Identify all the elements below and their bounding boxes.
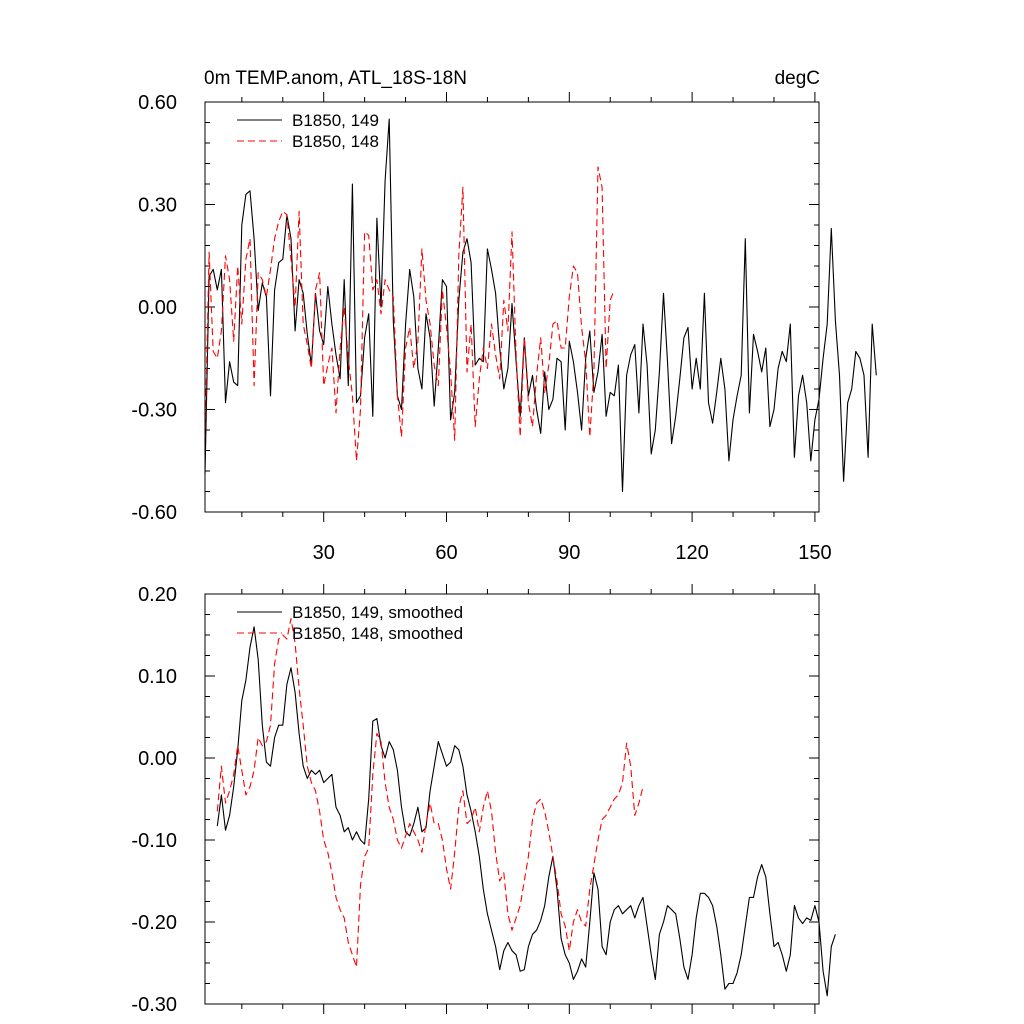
bottom-chart-y-tick-label: -0.20 [131, 912, 177, 934]
top-chart-y-tick-label: -0.30 [131, 400, 177, 422]
top-chart-legend-label-1: B1850, 149 [292, 111, 379, 130]
bottom-chart-legend: B1850, 149, smoothed B1850, 148, smoothed [237, 603, 463, 643]
top-chart-units: degC [775, 68, 820, 89]
top-chart-y-tick-label: 0.30 [138, 195, 177, 217]
top-chart-y-tick-label: 0.60 [138, 92, 177, 114]
bottom-chart-legend-label-2: B1850, 148, smoothed [292, 624, 463, 643]
top-chart-title: 0m TEMP.anom, ATL_18S-18N [204, 68, 467, 89]
bottom-chart-series-line-1 [216, 626, 836, 997]
bottom-chart-y-tick-label: -0.10 [131, 830, 177, 852]
bottom-chart-y-tick-label: 0.00 [138, 748, 177, 770]
top-chart-series [204, 118, 877, 493]
top-chart-x-tick-label: 60 [435, 542, 457, 564]
bottom-chart-legend-label-1: B1850, 149, smoothed [292, 603, 463, 622]
top-chart-legend-label-2: B1850, 148 [292, 132, 379, 151]
top-chart-x-tick-label: 30 [313, 542, 335, 564]
bottom-chart-series [216, 618, 836, 997]
top-chart-x-tick-label: 120 [675, 542, 708, 564]
top-chart-x-tick-label: 150 [798, 542, 831, 564]
bottom-chart-frame [204, 593, 820, 1005]
top-chart-y-tick-label: 0.00 [138, 297, 177, 319]
bottom-chart-ticks: -0.30 -0.20 -0.10 0.00 0.10 0.20 [131, 584, 819, 1016]
bottom-chart: -0.30 -0.20 -0.10 0.00 0.10 0.20 B1850, 149, … [131, 584, 836, 1016]
top-chart-y-tick-label: -0.60 [131, 502, 177, 524]
bottom-chart-y-tick-label: 0.10 [138, 666, 177, 688]
top-chart-series-line-1 [204, 118, 877, 493]
bottom-chart-y-tick-label: 0.20 [138, 584, 177, 606]
bottom-chart-series-line-2 [216, 618, 644, 968]
top-chart-legend: B1850, 149 B1850, 148 [237, 111, 379, 151]
top-chart-series-line-2 [204, 166, 615, 462]
bottom-chart-y-tick-label: -0.30 [131, 994, 177, 1016]
top-chart-x-tick-label: 90 [558, 542, 580, 564]
top-chart-frame [204, 101, 820, 513]
top-chart: 0m TEMP.anom, ATL_18S-18N degC -0.60 -0.3… [131, 68, 877, 564]
